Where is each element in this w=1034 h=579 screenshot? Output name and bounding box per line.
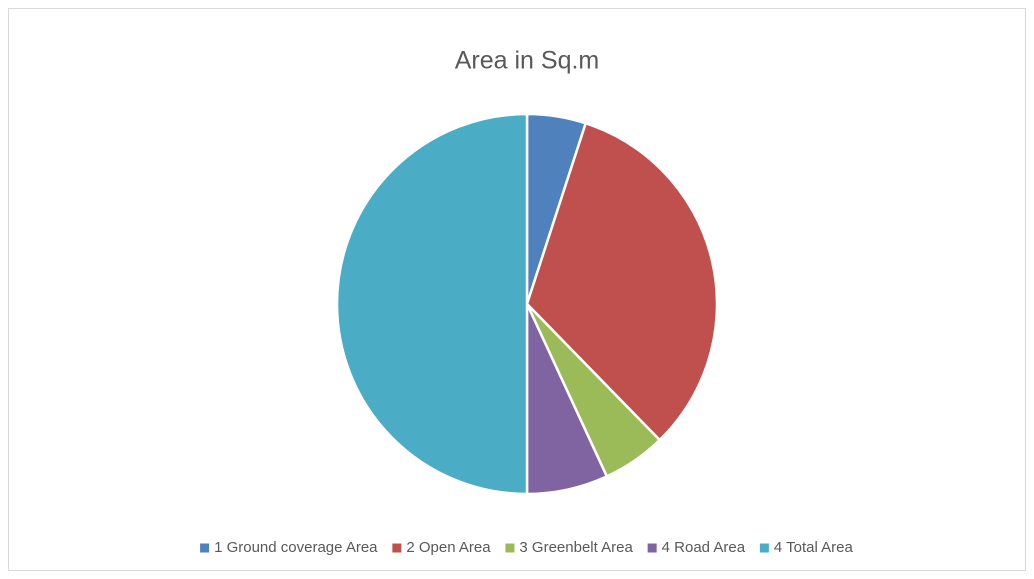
- legend-swatch: [505, 543, 515, 553]
- legend-label: 4 Road Area: [662, 539, 746, 556]
- legend-swatch: [392, 543, 402, 553]
- legend-swatch: [200, 543, 210, 553]
- legend-swatch: [759, 543, 769, 553]
- legend-swatch: [647, 543, 657, 553]
- legend-label: 2 Open Area: [406, 539, 491, 556]
- legend-label: 3 Greenbelt Area: [519, 539, 633, 556]
- pie-slice: [525, 121, 719, 442]
- legend-label: 1 Ground coverage Area: [214, 539, 378, 556]
- pie-slice: [335, 112, 529, 496]
- legend-label: 4 Total Area: [774, 539, 854, 556]
- chart-title: Area in Sq.m: [455, 47, 600, 75]
